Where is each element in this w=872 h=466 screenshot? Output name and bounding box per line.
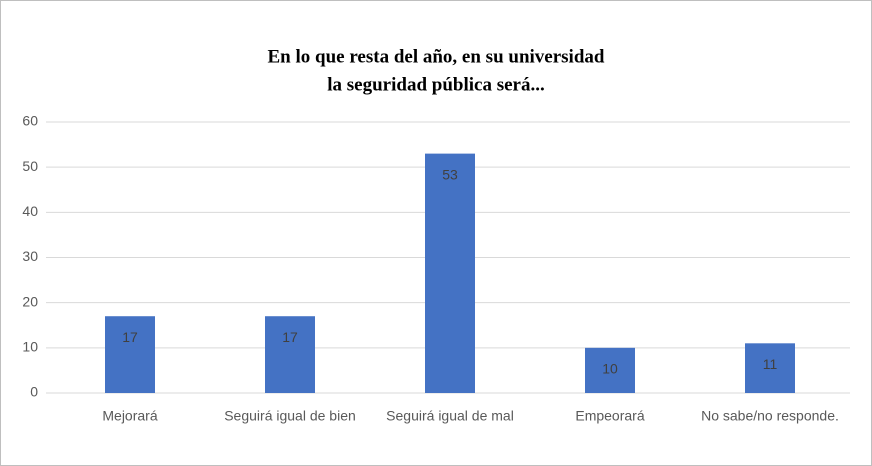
y-tick-label: 0 — [30, 384, 38, 400]
y-tick-label: 40 — [22, 203, 38, 219]
x-tick-label: Seguirá igual de mal — [386, 408, 514, 424]
data-label: 53 — [442, 166, 458, 182]
bar — [265, 316, 315, 393]
y-tick-label: 30 — [22, 248, 38, 264]
x-tick-label: Seguirá igual de bien — [224, 408, 356, 424]
x-tick-label: No sabe/no responde. — [701, 408, 839, 424]
data-label: 17 — [282, 329, 298, 345]
data-label: 11 — [763, 356, 778, 372]
y-tick-label: 60 — [22, 113, 38, 129]
bar — [425, 153, 475, 393]
bar — [745, 343, 795, 393]
data-label: 10 — [602, 361, 618, 377]
bar — [585, 347, 635, 393]
data-label: 17 — [122, 329, 138, 345]
y-tick-label: 20 — [22, 293, 38, 309]
bar — [105, 316, 155, 393]
x-tick-label: Empeorará — [575, 408, 644, 424]
y-tick-label: 10 — [22, 339, 38, 355]
x-tick-label: Mejorará — [102, 408, 157, 424]
chart-title: En lo que resta del año, en su universid… — [268, 46, 605, 67]
y-tick-label: 50 — [22, 158, 38, 174]
chart-title: la seguridad pública será... — [327, 74, 544, 95]
